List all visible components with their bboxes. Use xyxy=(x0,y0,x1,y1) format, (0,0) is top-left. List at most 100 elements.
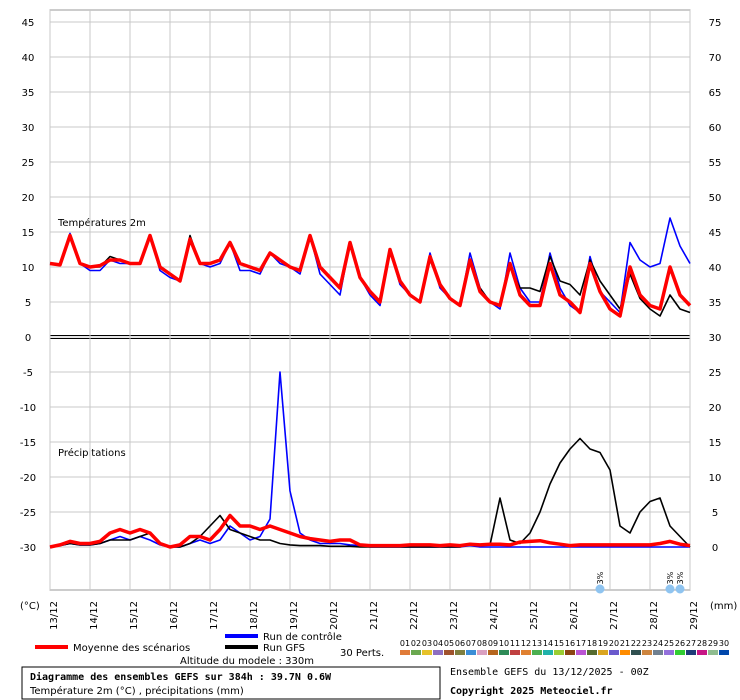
x-tick-label: 15/12 xyxy=(129,601,140,630)
y-tick-label: 5 xyxy=(25,298,31,309)
y-tick-label: -5 xyxy=(23,368,33,379)
perturbation-label: 03 xyxy=(422,639,432,648)
perturbation-swatch xyxy=(664,650,674,655)
perturbation-label: 11 xyxy=(510,639,520,648)
perturbation-label: 13 xyxy=(532,639,542,648)
snow-marker xyxy=(675,584,685,594)
perturbation-label: 19 xyxy=(598,639,608,648)
perturbation-swatch xyxy=(433,650,443,655)
diagram-subtitle: Température 2m (°C) , précipitations (mm… xyxy=(29,685,244,697)
y2-tick-label: 60 xyxy=(709,123,722,134)
y2-axis-unit: (mm) xyxy=(710,601,737,612)
perturbation-swatch xyxy=(422,650,432,655)
y2-tick-label: 15 xyxy=(709,438,722,449)
snow-label: 3% xyxy=(676,571,685,584)
legend-label: Run de contrôle xyxy=(263,631,342,643)
x-tick-label: 27/12 xyxy=(609,601,620,630)
y2-tick-label: 70 xyxy=(709,53,722,64)
x-tick-label: 13/12 xyxy=(49,601,60,630)
perturbation-swatch xyxy=(697,650,707,655)
diagram-title: Diagramme des ensembles GEFS sur 384h : … xyxy=(30,671,332,683)
y-tick-label: -20 xyxy=(20,473,36,484)
y2-tick-label: 25 xyxy=(709,368,722,379)
perturbation-swatch xyxy=(455,650,465,655)
perturbation-label: 06 xyxy=(455,639,465,648)
y-tick-label: -10 xyxy=(20,403,36,414)
y-tick-label: 15 xyxy=(22,228,35,239)
perturbations-label: 30 Perts. xyxy=(340,648,384,659)
perturbation-label: 14 xyxy=(543,639,553,648)
perturbation-label: 28 xyxy=(697,639,707,648)
x-tick-label: 23/12 xyxy=(449,601,460,630)
perturbation-label: 15 xyxy=(554,639,564,648)
perturbation-label: 24 xyxy=(653,639,663,648)
perturbation-label: 09 xyxy=(488,639,498,648)
y-tick-label: -15 xyxy=(20,438,36,449)
perturbation-swatch xyxy=(521,650,531,655)
perturbation-swatch xyxy=(609,650,619,655)
temperature-line xyxy=(49,233,692,318)
perturbation-label: 26 xyxy=(675,639,685,648)
perturbation-swatch xyxy=(620,650,630,655)
y-tick-label: 30 xyxy=(22,123,35,134)
perturbation-swatch xyxy=(543,650,553,655)
info-box xyxy=(21,666,441,700)
perturbation-label: 16 xyxy=(565,639,575,648)
perturbation-swatch xyxy=(444,650,454,655)
perturbation-label: 29 xyxy=(708,639,718,648)
altitude: Altitude du modele : 330m xyxy=(180,656,314,667)
y2-tick-label: 35 xyxy=(709,298,722,309)
snow-label: 3% xyxy=(596,571,605,584)
perturbation-swatch xyxy=(554,650,564,655)
perturbation-swatch xyxy=(576,650,586,655)
perturbation-label: 30 xyxy=(719,639,729,648)
perturbation-swatch xyxy=(598,650,608,655)
y-tick-label: 35 xyxy=(22,88,35,99)
x-tick-label: 29/12 xyxy=(689,601,700,630)
y2-tick-label: 45 xyxy=(709,228,722,239)
perturbation-swatch xyxy=(510,650,520,655)
y-axis-unit: (°C) xyxy=(20,601,40,612)
copyright: Copyright 2025 Meteociel.fr xyxy=(450,685,613,697)
perturbation-swatch xyxy=(631,650,641,655)
perturbation-label: 22 xyxy=(631,639,641,648)
perturbation-label: 23 xyxy=(642,639,652,648)
snow-label: 3% xyxy=(666,571,675,584)
perturbation-label: 01 xyxy=(400,639,410,648)
x-tick-label: 18/12 xyxy=(249,601,260,630)
legend-label: Moyenne des scénarios xyxy=(73,642,190,654)
run-info: Ensemble GEFS du 13/12/2025 - 00Z xyxy=(450,667,649,678)
y-tick-label: 40 xyxy=(22,53,35,64)
x-tick-label: 24/12 xyxy=(489,601,500,630)
perturbation-swatch xyxy=(686,650,696,655)
perturbation-label: 02 xyxy=(411,639,421,648)
perturbation-swatch xyxy=(587,650,597,655)
y2-tick-label: 50 xyxy=(709,193,722,204)
perturbation-label: 25 xyxy=(664,639,674,648)
y-tick-label: 45 xyxy=(22,18,35,29)
temperature-panel-label: Températures 2m xyxy=(57,217,146,229)
perturbation-swatch xyxy=(400,650,410,655)
perturbation-label: 17 xyxy=(576,639,586,648)
x-tick-label: 28/12 xyxy=(649,601,660,630)
perturbation-label: 08 xyxy=(477,639,487,648)
perturbation-swatch xyxy=(675,650,685,655)
x-tick-label: 21/12 xyxy=(369,601,380,630)
y-tick-label: 20 xyxy=(22,193,35,204)
y-tick-label: -25 xyxy=(20,508,36,519)
y2-tick-label: 0 xyxy=(712,543,718,554)
perturbation-swatch xyxy=(565,650,575,655)
y2-tick-label: 55 xyxy=(709,158,722,169)
legend-label: Run GFS xyxy=(263,643,305,654)
y2-tick-label: 75 xyxy=(709,18,722,29)
perturbation-label: 05 xyxy=(444,639,454,648)
y-tick-label: 10 xyxy=(22,263,35,274)
perturbation-swatch xyxy=(499,650,509,655)
perturbation-swatch xyxy=(532,650,542,655)
perturbation-label: 18 xyxy=(587,639,597,648)
perturbation-swatch xyxy=(477,650,487,655)
x-tick-label: 19/12 xyxy=(289,601,300,630)
x-tick-label: 26/12 xyxy=(569,601,580,630)
perturbation-label: 21 xyxy=(620,639,630,648)
